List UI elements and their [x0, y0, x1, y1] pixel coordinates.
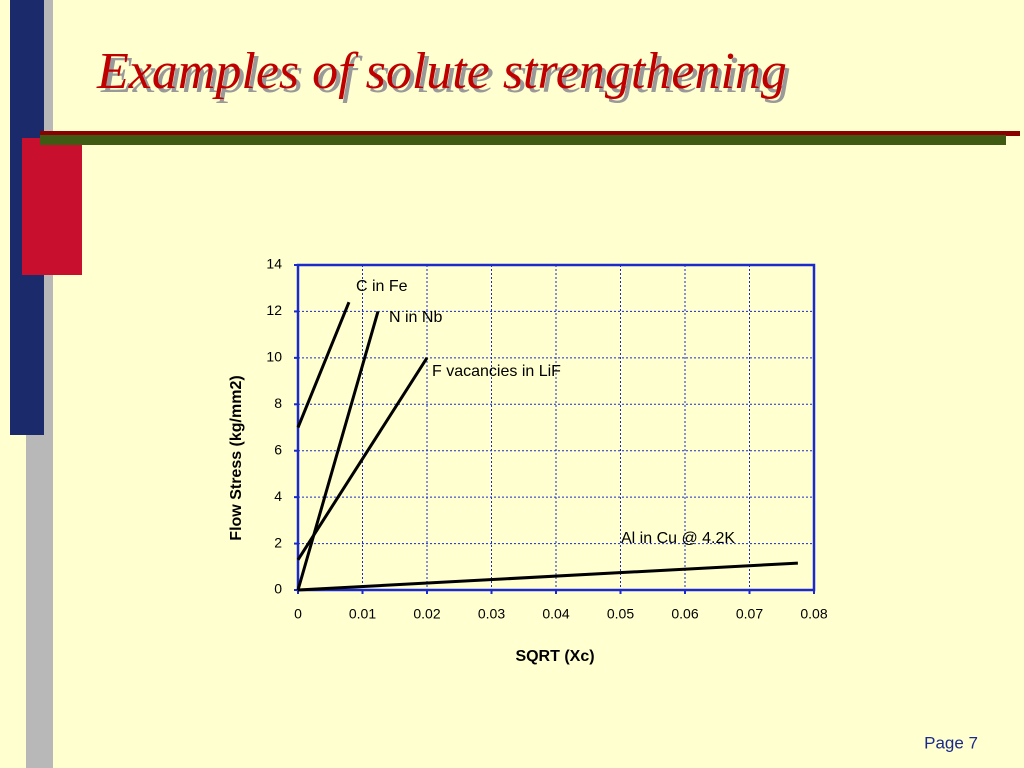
y-tick-label: 8	[274, 395, 282, 411]
series-line	[297, 561, 798, 592]
red-block	[22, 138, 82, 275]
x-tick-label: 0.08	[800, 606, 827, 622]
title-rule	[40, 135, 1006, 145]
x-tick-label: 0.06	[671, 606, 698, 622]
y-tick-label: 2	[274, 534, 282, 550]
series-label: F vacancies in LiF	[432, 363, 561, 380]
x-tick-label: 0.02	[413, 606, 440, 622]
title-rule-top	[40, 131, 1020, 136]
y-tick-label: 4	[274, 488, 282, 504]
slide-title: Examples of solute strengthening	[96, 43, 787, 100]
x-tick-label: 0.04	[542, 606, 569, 622]
page-number: Page 7	[924, 733, 978, 752]
y-tick-label: 12	[266, 302, 282, 318]
y-tick-label: 10	[266, 349, 282, 365]
series-label: Al in Cu @ 4.2K	[621, 530, 735, 547]
x-axis-label: SQRT (Xc)	[515, 648, 594, 665]
x-tick-label: 0.07	[736, 606, 763, 622]
y-tick-label: 6	[274, 441, 282, 457]
x-tick-label: 0.05	[607, 606, 634, 622]
y-tick-label: 0	[274, 581, 282, 597]
series-label: N in Nb	[389, 309, 442, 326]
series-line	[296, 357, 429, 561]
x-tick-label: 0.01	[349, 606, 376, 622]
title-shadow: Examples of solute strengthening	[100, 47, 791, 104]
x-tick-label: 0.03	[478, 606, 505, 622]
series-label: C in Fe	[356, 278, 408, 295]
y-tick-label: 14	[266, 256, 282, 272]
y-axis-label: Flow Stress (kg/mm2)	[228, 375, 245, 540]
x-tick-label: 0	[294, 606, 302, 622]
series-line	[296, 301, 351, 429]
series-line	[296, 311, 380, 591]
